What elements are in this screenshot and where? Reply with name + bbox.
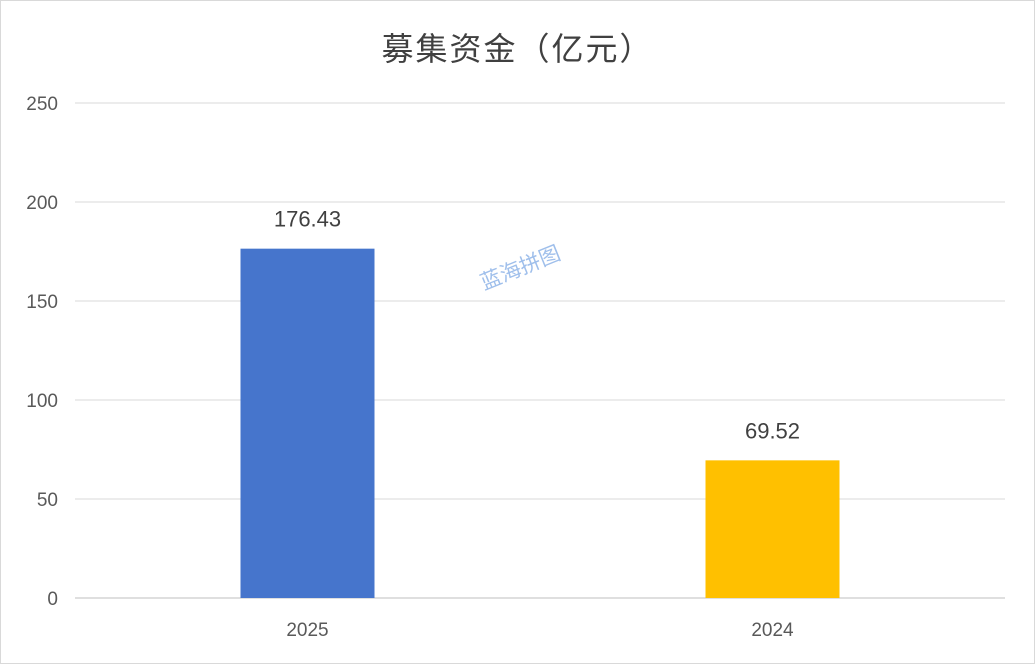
- chart-title: 募集资金（亿元）: [381, 30, 654, 68]
- bars: [240, 248, 840, 599]
- y-tick-label: 0: [47, 589, 58, 610]
- x-tick-label: 2024: [751, 620, 794, 641]
- bar-2025: [240, 248, 375, 599]
- y-tick-label: 50: [37, 490, 58, 511]
- y-tick-label: 250: [26, 94, 58, 115]
- gridlines: [75, 102, 1005, 599]
- data-labels: 176.43 69.52: [274, 207, 800, 444]
- y-axis: 0 50 100 150 200 250: [26, 94, 58, 610]
- data-label: 69.52: [745, 418, 800, 443]
- data-label: 176.43: [274, 207, 341, 232]
- x-axis: 2025 2024: [286, 620, 794, 641]
- x-tick-label: 2025: [286, 620, 328, 641]
- y-tick-label: 200: [26, 193, 58, 214]
- y-tick-label: 100: [26, 391, 58, 412]
- bar-2024: [705, 460, 840, 598]
- y-tick-label: 150: [26, 292, 58, 313]
